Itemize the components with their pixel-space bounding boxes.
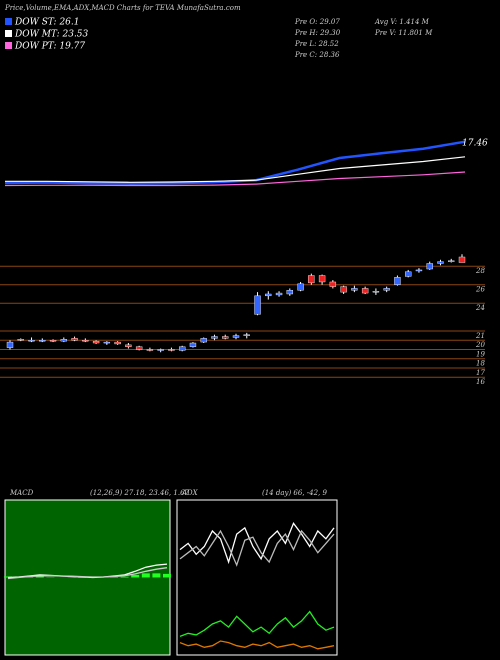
- candle-body: [135, 346, 143, 350]
- page-title: Price,Volume,EMA,ADX,MACD Charts for TEV…: [4, 4, 241, 12]
- candle-body: [415, 269, 423, 272]
- candle-body: [28, 340, 35, 342]
- line: [7, 567, 168, 580]
- line: [179, 521, 335, 565]
- line: [179, 529, 335, 567]
- candle-body: [146, 349, 154, 351]
- candle-body: [351, 288, 358, 291]
- candle-body: [340, 286, 347, 293]
- y-tick-label: 26: [475, 286, 485, 294]
- stat: Avg V: 1.414 M: [374, 18, 430, 26]
- candle-body: [254, 295, 261, 315]
- candle-body: [17, 339, 24, 341]
- legend-swatch: [5, 18, 12, 25]
- candle-body: [297, 283, 304, 291]
- candle-body: [189, 342, 197, 347]
- stat: Pre L: 28.52: [294, 40, 339, 48]
- candle-body: [125, 344, 132, 347]
- histogram-bar: [110, 576, 118, 578]
- candle-body: [394, 277, 401, 285]
- y-tick-label: 18: [476, 360, 485, 368]
- stat: Pre C: 28.36: [294, 51, 340, 59]
- y-tick-label: 21: [475, 332, 485, 340]
- candle-body: [178, 346, 186, 351]
- y-tick-label: 20: [475, 341, 485, 349]
- candle-body: [232, 335, 240, 338]
- line: [5, 156, 466, 183]
- legend-swatch: [5, 30, 12, 37]
- candle-body: [222, 336, 229, 339]
- candle-body: [275, 292, 283, 296]
- legend-label: DOW MT: 23.53: [14, 30, 89, 40]
- stat: Pre O: 29.07: [294, 18, 340, 26]
- histogram-bar: [35, 576, 44, 578]
- candle-body: [49, 340, 57, 342]
- candle-body: [60, 339, 68, 342]
- y-tick-label: 24: [475, 304, 485, 312]
- candle-body: [448, 260, 455, 262]
- candle-body: [437, 261, 444, 264]
- candle-body: [82, 340, 89, 342]
- candle-body: [318, 275, 326, 283]
- candle-body: [6, 341, 14, 348]
- candle-body: [329, 281, 337, 287]
- y-tick-label: 19: [476, 350, 485, 358]
- line: [179, 640, 335, 650]
- candle-body: [458, 256, 466, 263]
- histogram-bar: [152, 573, 161, 578]
- annotation: 17.46: [462, 139, 488, 149]
- y-tick-label: 16: [476, 378, 485, 386]
- candle-body: [426, 263, 433, 270]
- candle-body: [265, 293, 272, 297]
- candle-body: [103, 341, 111, 344]
- y-tick-label: 17: [476, 369, 485, 377]
- candle-body: [383, 288, 390, 291]
- candle-body: [372, 291, 380, 293]
- line: [4, 140, 466, 185]
- line: [4, 171, 466, 187]
- candle-body: [211, 336, 218, 339]
- legend-swatch: [5, 42, 12, 49]
- histogram-bar: [163, 573, 171, 578]
- panel-title: ADX: [181, 489, 199, 497]
- panel-title: MACD: [9, 489, 34, 497]
- histogram-bar: [131, 574, 140, 578]
- stat: Pre V: 11.801 M: [374, 29, 433, 37]
- candle-body: [71, 338, 78, 341]
- histogram-bar: [120, 576, 129, 578]
- candle-body: [92, 340, 100, 344]
- candle-body: [39, 340, 46, 342]
- legend-label: DOW PT: 19.77: [14, 42, 85, 52]
- candle-body: [243, 334, 250, 336]
- line: [179, 610, 335, 638]
- candle-body: [308, 275, 315, 284]
- candle-body: [157, 349, 164, 351]
- panel-subtitle: (14 day) 66, -42, 9: [262, 489, 328, 497]
- candle-body: [404, 271, 412, 277]
- candle-body: [361, 288, 369, 294]
- histogram-bar: [25, 576, 34, 578]
- y-tick-label: 28: [475, 267, 485, 275]
- candle-body: [286, 290, 294, 295]
- histogram-bar: [141, 573, 150, 578]
- candle-body: [114, 341, 121, 345]
- panel-subtitle: (12,26,9) 27.18, 23.46, 1.67: [90, 489, 190, 497]
- legend-label: DOW ST: 26.1: [14, 18, 80, 28]
- stat: Pre H: 29.30: [294, 29, 341, 37]
- candle-body: [200, 338, 207, 343]
- candle-body: [168, 349, 175, 351]
